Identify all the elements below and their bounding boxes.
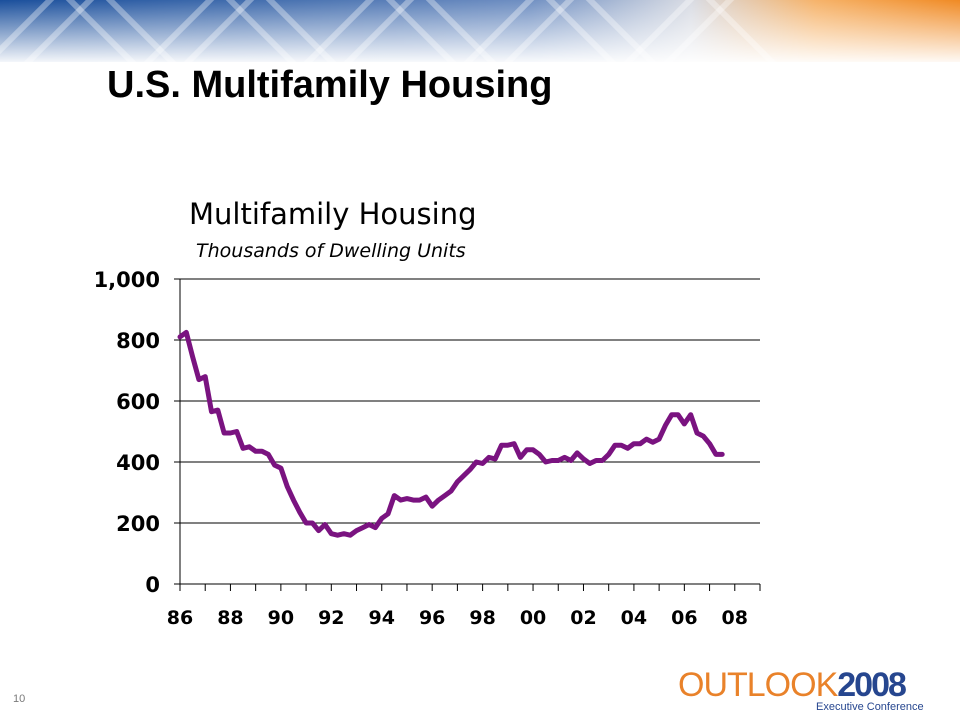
x-tick-label: 08 bbox=[722, 607, 748, 629]
x-tick-label: 06 bbox=[671, 607, 697, 629]
y-tick-label: 800 bbox=[116, 329, 160, 353]
x-tick-labels: 86 88 90 92 94 96 98 00 02 04 06 08 bbox=[167, 607, 748, 629]
x-tick-label: 98 bbox=[469, 607, 495, 629]
y-tick-label: 0 bbox=[145, 573, 160, 597]
axes bbox=[174, 278, 761, 591]
header-banner bbox=[0, 0, 960, 62]
y-tick-label: 200 bbox=[116, 512, 160, 536]
chart-subtitle: Thousands of Dwelling Units bbox=[196, 240, 466, 262]
x-tick-label: 90 bbox=[268, 607, 294, 629]
x-tick-label: 94 bbox=[369, 607, 395, 629]
chart-title: Multifamily Housing bbox=[189, 197, 477, 231]
y-tick-label: 600 bbox=[116, 390, 160, 414]
x-tick-label: 04 bbox=[621, 607, 647, 629]
logo-year: 2008 bbox=[837, 666, 907, 704]
y-tick-label: 400 bbox=[116, 451, 160, 475]
series-line-multifamily bbox=[177, 329, 725, 538]
gridlines bbox=[180, 278, 760, 524]
logo-subtitle: Executive Conference bbox=[816, 701, 924, 713]
x-tick-label: 00 bbox=[520, 607, 546, 629]
y-tick-labels: 0 200 400 600 800 1,000 bbox=[94, 268, 160, 597]
x-tick-label: 86 bbox=[167, 607, 193, 629]
outlook-2008-logo: OUTLOOK2008 Executive Conference bbox=[678, 667, 928, 713]
y-tick-label: 1,000 bbox=[94, 268, 160, 292]
slide-title: U.S. Multifamily Housing bbox=[107, 64, 553, 106]
header-graphic bbox=[0, 0, 960, 62]
logo-word: OUTLOOK bbox=[678, 666, 838, 704]
series-lines bbox=[177, 329, 725, 538]
x-tick-label: 88 bbox=[217, 607, 243, 629]
x-tick-label: 92 bbox=[318, 607, 344, 629]
x-tick-label: 96 bbox=[419, 607, 445, 629]
page-number: 10 bbox=[13, 693, 26, 705]
x-tick-label: 02 bbox=[570, 607, 596, 629]
